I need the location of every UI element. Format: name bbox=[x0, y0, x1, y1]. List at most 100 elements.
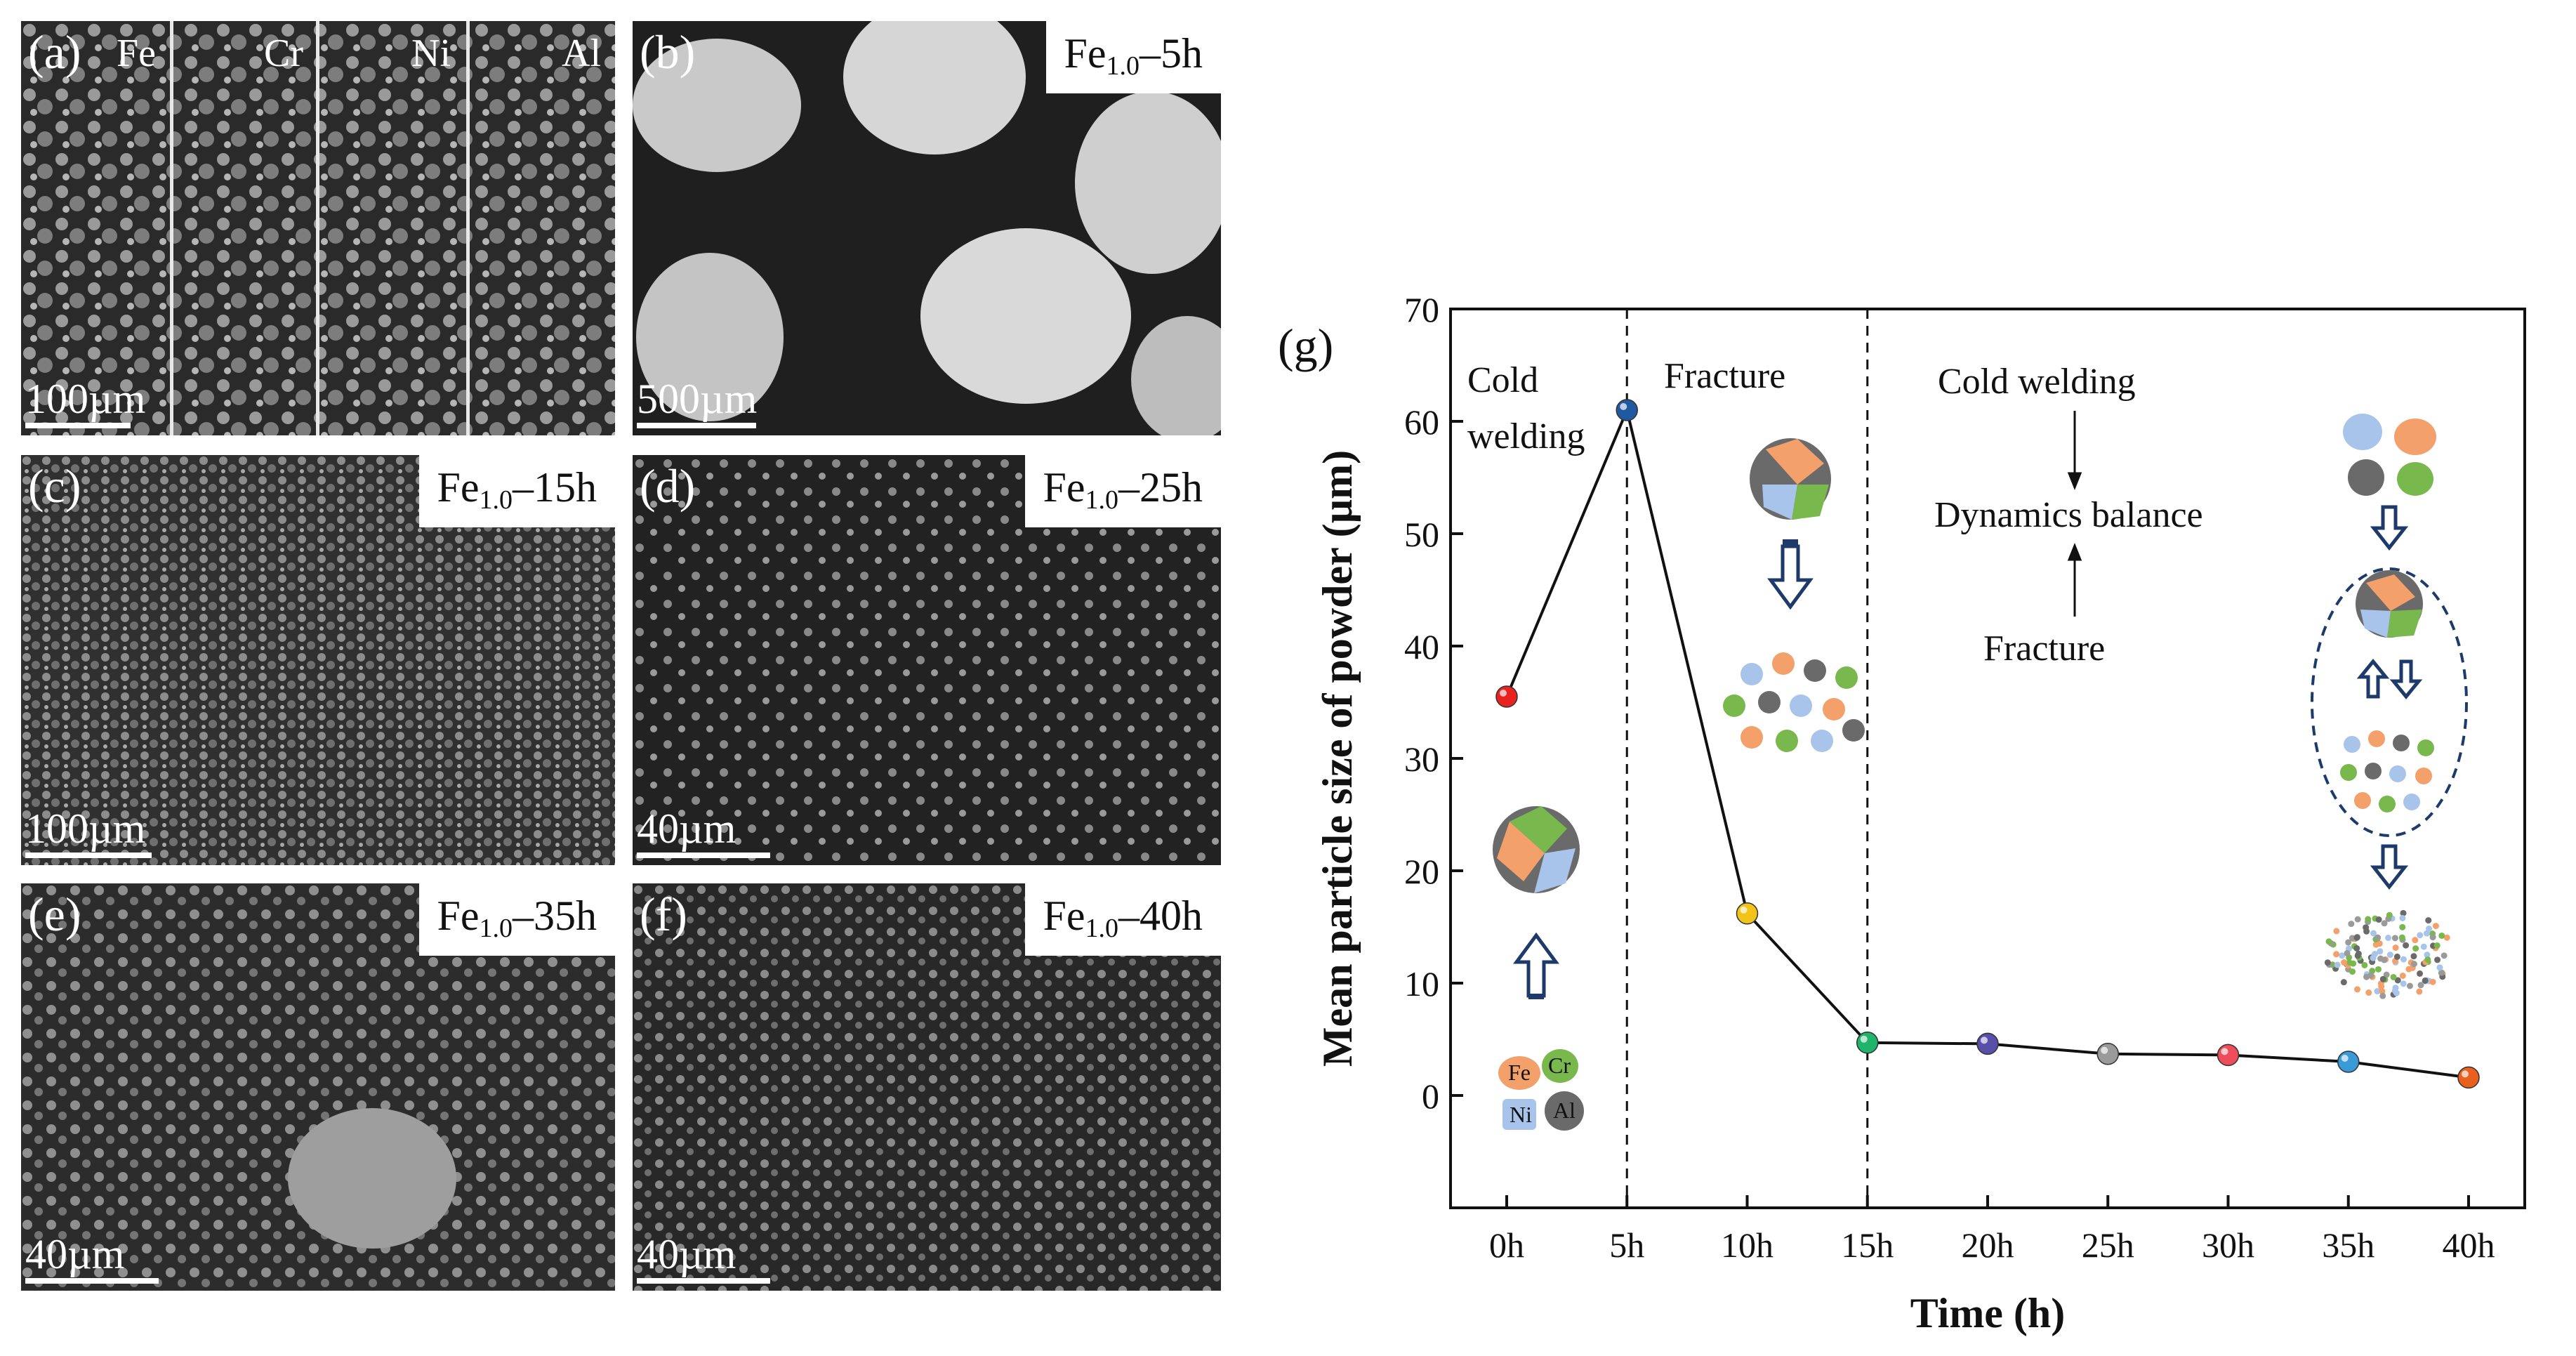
powder-dot bbox=[2410, 953, 2417, 960]
schematic-balance bbox=[2311, 414, 2468, 999]
stage-annotations: Cold welding Fracture Cold welding Dynam… bbox=[1467, 356, 2203, 669]
powder-dot bbox=[2443, 934, 2450, 941]
powder-dot bbox=[2375, 916, 2382, 923]
schematic-cold-welding: Fe Cr Ni Al bbox=[1493, 806, 1584, 1131]
data-point bbox=[1616, 399, 1638, 421]
powder-dot bbox=[2417, 970, 2424, 977]
x-tick-label: 0h bbox=[1489, 1225, 1524, 1265]
powder-dot bbox=[2345, 939, 2352, 946]
element-particles: Fe Cr Ni Al bbox=[1498, 1049, 1584, 1131]
powder-dot bbox=[2403, 942, 2410, 949]
data-point-highlight bbox=[2221, 1048, 2228, 1055]
powder-dot bbox=[2420, 943, 2427, 950]
arrow-down-icon bbox=[2370, 844, 2409, 890]
fine-powder-icon bbox=[2324, 909, 2450, 999]
powder-dot bbox=[2361, 961, 2368, 968]
data-point bbox=[1495, 685, 1518, 708]
powder-dot bbox=[2424, 956, 2431, 963]
powder-dot bbox=[2344, 949, 2351, 956]
panel-label: (c) bbox=[28, 459, 81, 513]
powder-dot bbox=[2341, 959, 2348, 966]
data-point bbox=[2217, 1044, 2240, 1067]
powder-dot bbox=[2416, 988, 2423, 995]
particle-label-al: Al bbox=[1553, 1098, 1576, 1123]
powder-dot bbox=[2417, 982, 2424, 989]
balance-loop bbox=[2311, 567, 2468, 837]
scale-bar: 40µm bbox=[637, 808, 770, 858]
arrow-base bbox=[1528, 994, 1544, 999]
arrow-down-icon bbox=[2370, 505, 2409, 551]
annotation-fracture: Fracture bbox=[1664, 356, 1785, 396]
arrow-updown-icon bbox=[2356, 659, 2423, 699]
sample-tag: Fe1.0–25h bbox=[1024, 455, 1221, 527]
powder-dot bbox=[2365, 989, 2372, 996]
powder-dot bbox=[2391, 935, 2398, 942]
powder-dot bbox=[2365, 916, 2372, 923]
y-tick-label: 10 bbox=[1404, 964, 1439, 1003]
powder-dot bbox=[2392, 985, 2399, 992]
powder-dot bbox=[2377, 948, 2384, 955]
powder-dot bbox=[2350, 960, 2357, 967]
element-label-al: Al bbox=[562, 32, 601, 75]
data-point-highlight bbox=[2341, 1055, 2349, 1062]
powder-dot bbox=[2399, 923, 2406, 930]
y-tick-label: 20 bbox=[1404, 852, 1439, 891]
powder-dot bbox=[2432, 923, 2439, 930]
x-tick-label: 20h bbox=[1962, 1225, 2014, 1265]
panel-b: (b) Fe1.0–5h 500µm bbox=[633, 21, 1221, 435]
y-tick-label: 70 bbox=[1404, 290, 1439, 329]
powder-dot bbox=[2333, 951, 2340, 958]
fragments-icon bbox=[1723, 652, 1865, 752]
data-point-highlight bbox=[1620, 403, 1627, 410]
powder-dot bbox=[2325, 938, 2332, 945]
scale-bar: 500µm bbox=[637, 378, 757, 428]
powder-dot bbox=[2378, 983, 2385, 990]
powder-dot bbox=[2340, 979, 2347, 986]
powder-dot bbox=[2410, 961, 2417, 968]
powder-dot bbox=[2370, 930, 2377, 937]
powder-dot bbox=[2394, 977, 2401, 984]
powder-dot bbox=[2392, 944, 2399, 952]
x-tick-label: 40h bbox=[2443, 1225, 2495, 1265]
x-axis: 0h 5h 10h 15h 20h 25h 30h 35h 40h bbox=[1489, 1195, 2495, 1265]
element-label-fe: Fe bbox=[117, 32, 156, 75]
data-point bbox=[2096, 1043, 2119, 1065]
y-tick-label: 40 bbox=[1404, 627, 1439, 666]
data-point-highlight bbox=[1500, 690, 1507, 697]
powder-dot bbox=[2390, 973, 2397, 980]
agglomerate-icon bbox=[2356, 570, 2423, 638]
powder-dot bbox=[2399, 972, 2406, 979]
powder-dot bbox=[2354, 916, 2361, 923]
powder-dot bbox=[2349, 935, 2356, 942]
data-point-highlight bbox=[2462, 1070, 2469, 1078]
powder-dot bbox=[2363, 928, 2370, 935]
powder-dot bbox=[2423, 930, 2430, 937]
sample-tag: Fe1.0–40h bbox=[1024, 883, 1221, 956]
agglomerate-icon bbox=[1493, 806, 1580, 893]
data-point bbox=[2457, 1066, 2480, 1089]
powder-dot bbox=[2400, 909, 2407, 916]
powder-dot bbox=[2370, 954, 2377, 961]
powder-dot bbox=[2349, 968, 2356, 975]
sample-tag: Fe1.0–5h bbox=[1045, 21, 1221, 93]
powder-dot bbox=[2433, 942, 2440, 949]
powder-dot bbox=[2354, 986, 2361, 993]
element-label-cr: Cr bbox=[264, 32, 303, 75]
powder-dot bbox=[2374, 934, 2382, 941]
element-particles bbox=[2343, 414, 2436, 496]
powder-dot bbox=[2339, 952, 2346, 959]
x-tick-label: 35h bbox=[2322, 1225, 2374, 1265]
annotation-right-fracture: Fracture bbox=[1983, 628, 2105, 669]
annotation-right-cold: Cold welding bbox=[1938, 362, 2136, 402]
y-tick-label: 0 bbox=[1422, 1077, 1439, 1116]
data-point bbox=[1736, 902, 1759, 925]
panel-e: (e) Fe1.0–35h 40µm bbox=[21, 883, 615, 1291]
panel-f: (f) Fe1.0–40h 40µm bbox=[633, 883, 1221, 1291]
data-point-highlight bbox=[1740, 906, 1748, 914]
scale-bar: 100µm bbox=[25, 378, 145, 428]
powder-dot bbox=[2438, 969, 2445, 976]
agglomerate-icon bbox=[1750, 438, 1831, 520]
panel-label: (e) bbox=[28, 888, 81, 941]
fragments-icon bbox=[2340, 730, 2434, 812]
powder-dot bbox=[2440, 952, 2448, 959]
